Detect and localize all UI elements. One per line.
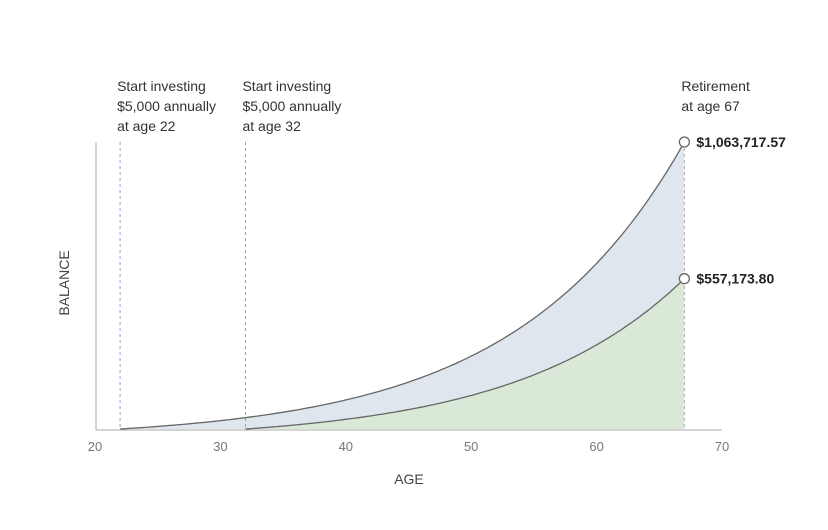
annotation-line: at age 32 <box>242 118 301 134</box>
endpoint-value-label-0: $1,063,717.57 <box>696 134 786 150</box>
y-axis-title: BALANCE <box>56 250 72 315</box>
annotations: Start investing $5,000 annually at age 22S… <box>117 78 750 134</box>
endpoint-marker-1 <box>678 273 691 285</box>
x-tick-labels: 20 30 40 50 60 70 <box>88 439 729 454</box>
annotation-line: at age 67 <box>681 98 740 114</box>
endpoint-marker-0 <box>678 136 691 148</box>
endpoint-value-label-1: $557,173.80 <box>696 271 774 287</box>
endpoints: $1,063,717.57 $557,173.80 <box>678 134 786 287</box>
annotation-line: $5,000 annually <box>242 98 341 114</box>
marker-annotation-1: Start investing $5,000 annually at age 32 <box>242 78 341 134</box>
series-area-1 <box>245 278 685 429</box>
x-axis-title: AGE <box>394 471 424 487</box>
annotation-line: at age 22 <box>117 118 176 134</box>
x-tick-label: 50 <box>464 439 478 454</box>
x-tick-label: 70 <box>715 439 729 454</box>
area-layer <box>120 141 685 430</box>
x-tick-label: 30 <box>213 439 227 454</box>
axes <box>95 142 722 431</box>
x-tick-label: 20 <box>88 439 102 454</box>
annotation-line: Retirement <box>681 78 750 94</box>
series-line-1 <box>245 278 685 430</box>
x-tick-label: 40 <box>339 439 353 454</box>
series-line-0 <box>120 141 685 430</box>
annotation-line: $5,000 annually <box>117 98 216 114</box>
x-tick-label: 60 <box>589 439 603 454</box>
marker-annotation-0: Start investing $5,000 annually at age 22 <box>117 78 216 134</box>
annotation-line: Start investing <box>117 78 206 94</box>
series-area-0 <box>120 142 685 429</box>
annotation-line: Start investing <box>242 78 331 94</box>
marker-annotation-2: Retirement at age 67 <box>681 78 750 114</box>
